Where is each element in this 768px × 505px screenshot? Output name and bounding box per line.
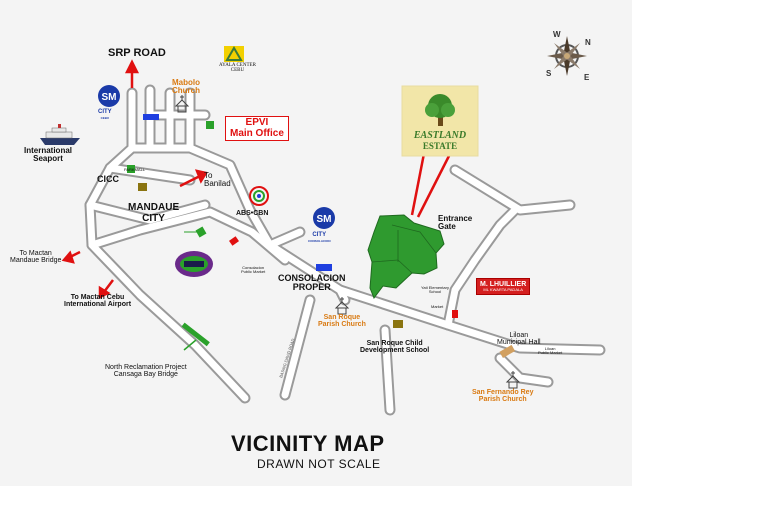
road-network [84,84,606,416]
ship-icon [40,124,80,145]
compass-w: W [553,30,561,39]
to-mactan-mandaue-label: To Mactan Mandaue Bridge [10,250,62,265]
mall-logo-icon [175,251,213,277]
mandaue-city-label: MANDAUE CITY [128,202,180,224]
church-icon [174,95,521,389]
arrow-srp-road [124,59,140,74]
sm-consolacion-label: CITY CONSOLACION [308,232,331,244]
san-roque-church-label: San Roque Parish Church [318,314,366,329]
svg-text:SM: SM [317,214,332,225]
san-fernando-church-label: San Fernando Rey Parish Church [472,389,534,404]
ayala-center-label: AYALA CENTER CEBU [219,63,256,74]
north-reclamation-label: North Reclamation Project Cansaga Bay Bri… [105,364,187,379]
abs-cbn-logo-icon [249,186,269,206]
compass-n: N [585,38,591,47]
ayala-logo-icon [224,46,244,62]
san-roque-school-marker [393,320,403,328]
market-label: Market [431,304,444,309]
arrow-to-banilad [194,169,208,184]
compass-icon [547,36,587,76]
sm-logo-icon: SM SM [98,85,335,229]
liloan-market-label: Liloan Public Market [538,346,563,356]
sm-city-cebu-marker [143,114,159,120]
cicc-marker [138,183,147,191]
estate-name-line1: EASTLAND [413,130,466,141]
estate-name-line2: ESTATE [423,141,457,151]
compass-s: S [546,69,552,78]
liloan-hall-marker [499,344,516,358]
san-roque-school-label: San Roque Child Development School [360,340,430,355]
mabolo-church-label: Mabolo Church [172,78,200,96]
arrow-to-mactan-mandaue [61,250,75,264]
epvi-main-office-label: EPVI Main Office [225,116,289,141]
international-seaport-label: International Seaport [24,146,73,164]
sm-city-cebu-label: CITY CEBU [98,109,112,121]
to-mactan-airport-label: To Mactan Cebu International Airport [64,294,132,309]
abs-cbn-label: ABS•CBN [236,210,269,217]
mlhuillier-label: M. LHUILLIER ML KWARTA PADALA [476,278,531,295]
yati-school-label: Yati Elementary School [421,285,449,295]
tree-icon [425,94,455,126]
bridge-marker [181,322,210,347]
abs-cbn-marker [229,236,239,246]
eastland-estate-logo: EASTLAND ESTATE [401,85,479,157]
arrow-to-airport [98,285,111,300]
consolacion-proper-label: CONSOLACION PROPER [278,273,346,293]
svg-text:SM: SM [102,92,117,103]
cicc-label: CICC [97,174,119,184]
map-title: VICINITY MAP [231,431,385,456]
to-banilad-label: To Banilad [204,171,231,189]
parkmall-label: PARKMALL [124,167,146,172]
sm-consolacion-marker [316,264,332,271]
parkmall-marker [127,165,135,173]
entrance-gate-label: Entrance Gate [438,214,473,232]
consolacion-market-label: Consolacion Public Market [241,265,266,275]
srp-road-label: SRP ROAD [108,47,166,59]
liloan-hall-label: Liloan Municipal Hall [497,332,541,347]
map-subtitle: DRAWN NOT SCALE [257,457,381,471]
compass-e: E [584,73,590,82]
mlhuillier-marker [452,310,458,318]
epvi-marker [206,121,214,129]
